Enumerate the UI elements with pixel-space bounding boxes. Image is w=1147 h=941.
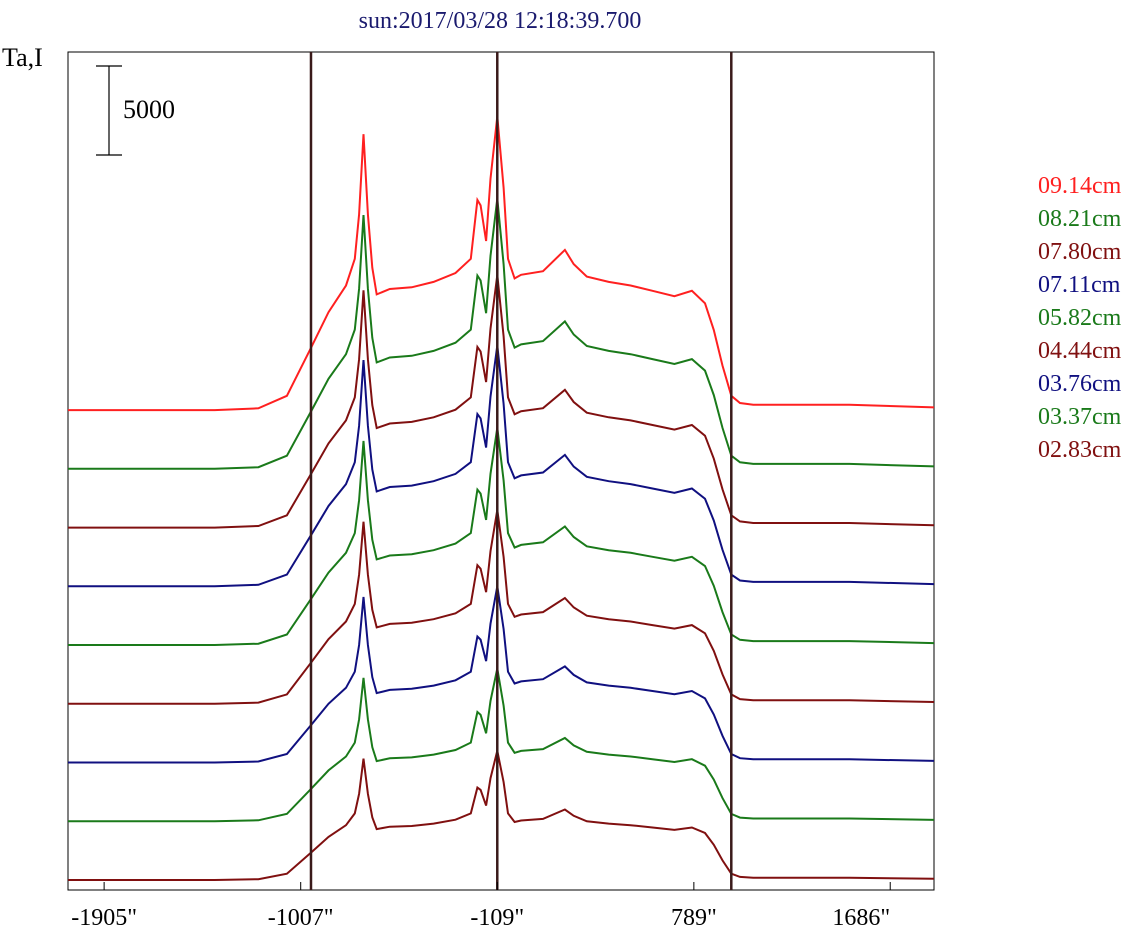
legend-entry-07.80cm: 07.80cm [1038, 239, 1122, 265]
series-line-08.21cm [68, 198, 935, 470]
series-layer [68, 116, 935, 881]
x-tick-label-0: -1905" [71, 905, 137, 931]
series-line-07.80cm [68, 274, 935, 529]
series-line-03.37cm [68, 668, 935, 823]
legend-entry-02.83cm: 02.83cm [1038, 437, 1122, 463]
legend-entry-04.44cm: 04.44cm [1038, 338, 1122, 364]
legend-entry-05.82cm: 05.82cm [1038, 305, 1122, 331]
legend-entry-09.14cm: 09.14cm [1038, 173, 1122, 199]
legend-entry-07.11cm: 07.11cm [1038, 272, 1121, 298]
x-tick-label-4: 1686" [832, 905, 890, 931]
legend-entry-08.21cm: 08.21cm [1038, 206, 1122, 232]
legend: 09.14cm 08.21cm 07.80cm 07.11cm 05.82cm 04.44… [1038, 173, 1122, 463]
series-line-05.82cm [68, 427, 935, 646]
chart-title: sun:2017/03/28 12:18:39.700 [359, 8, 642, 34]
plot-frame [67, 51, 935, 891]
limb-markers [309, 52, 733, 890]
x-tick-label-1: -1007" [268, 905, 334, 931]
series-line-09.14cm [68, 116, 935, 412]
x-tick-label-2: -109" [470, 905, 524, 931]
series-line-03.76cm [68, 586, 935, 764]
legend-entry-03.76cm: 03.76cm [1038, 371, 1122, 397]
x-tick-label-3: 789" [671, 905, 717, 931]
x-axis-ticks: -1905" -1007" -109" 789" 1686" [71, 882, 891, 931]
scale-bar: 5000 [96, 65, 175, 156]
series-line-04.44cm [68, 509, 935, 705]
series-line-02.83cm [68, 750, 935, 881]
y-axis-label: Ta,I [2, 43, 43, 72]
legend-entry-03.37cm: 03.37cm [1038, 404, 1122, 430]
series-line-07.11cm [68, 345, 935, 588]
scale-bar-label: 5000 [123, 95, 175, 124]
